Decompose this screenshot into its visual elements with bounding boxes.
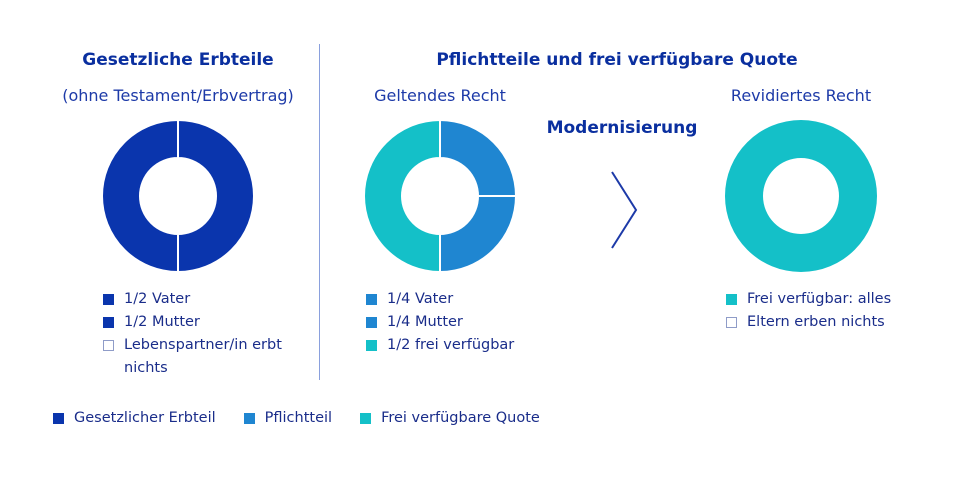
- legend-label: 1/2 Vater: [124, 291, 191, 307]
- teal-swatch: [726, 294, 737, 305]
- legend-item: Lebenspartner/in erbt nichts: [103, 334, 293, 380]
- chevron-right-icon: [611, 171, 638, 249]
- left-title: Gesetzliche Erbteile: [82, 50, 274, 70]
- legend-label: 1/2 frei verfügbar: [387, 337, 515, 353]
- legend-item: 1/2 Vater: [103, 288, 293, 311]
- current-law-label: Geltendes Recht: [374, 86, 506, 105]
- legend-item: Frei verfügbare Quote: [360, 407, 540, 430]
- empty-swatch: [103, 340, 114, 351]
- legend-item: 1/2 Mutter: [103, 311, 293, 334]
- dark-blue-swatch: [103, 317, 114, 328]
- legend-label: 1/4 Mutter: [387, 314, 463, 330]
- legend-label: 1/2 Mutter: [124, 314, 200, 330]
- donut-chart-current-law: [363, 118, 518, 274]
- donut-slice-1: [439, 118, 518, 197]
- right-title: Pflichtteile und frei verfügbare Quote: [436, 50, 798, 70]
- revised-law-label: Revidiertes Recht: [730, 86, 872, 105]
- category-legend: Gesetzlicher Erbteil Pflichtteil Frei ve…: [53, 407, 568, 430]
- empty-swatch: [726, 317, 737, 328]
- mid-blue-swatch: [243, 413, 255, 424]
- mid-blue-swatch: [366, 317, 377, 328]
- legend-item: Gesetzlicher Erbteil: [53, 407, 216, 430]
- legend-item: 1/2 frei verfügbar: [366, 334, 556, 357]
- donut-chart-legal-shares: [101, 118, 255, 274]
- dark-blue-swatch: [53, 413, 64, 424]
- donut-chart-revised-law: [725, 120, 877, 272]
- teal-swatch: [360, 413, 372, 424]
- legend-label: Gesetzlicher Erbteil: [74, 410, 216, 426]
- legend-item: Pflichtteil: [243, 407, 333, 430]
- legend-label: Eltern erben nichts: [747, 314, 885, 330]
- legend-label: 1/4 Vater: [387, 291, 454, 307]
- donut-slice-2: [439, 195, 518, 274]
- left-subtitle: (ohne Testament/Erbvertrag): [62, 86, 294, 105]
- legend-item: Eltern erben nichts: [726, 311, 926, 334]
- donut-slice-1: [177, 118, 255, 274]
- legend-label: Frei verfügbar: alles: [747, 291, 892, 307]
- teal-swatch: [366, 340, 377, 351]
- modernisation-label: Modernisierung: [546, 118, 698, 138]
- legend-label: Frei verfügbare Quote: [381, 410, 540, 426]
- legal-shares-legend: 1/2 Vater 1/2 Mutter Lebenspartner/in er…: [103, 288, 293, 380]
- mid-blue-swatch: [366, 294, 377, 305]
- legend-item: Frei verfügbar: alles: [726, 288, 926, 311]
- donut-slice-1: [725, 120, 877, 272]
- legend-label: Pflichtteil: [264, 410, 333, 426]
- donut-slice-3: [363, 118, 441, 274]
- revised-law-legend: Frei verfügbar: alles Eltern erben nicht…: [726, 288, 926, 334]
- legend-item: 1/4 Mutter: [366, 311, 556, 334]
- section-divider: [319, 44, 320, 380]
- current-law-legend: 1/4 Vater 1/4 Mutter 1/2 frei verfügbar: [366, 288, 556, 357]
- dark-blue-swatch: [103, 294, 114, 305]
- legend-item: 1/4 Vater: [366, 288, 556, 311]
- donut-slice-2: [101, 118, 179, 274]
- legend-label: Lebenspartner/in erbt nichts: [124, 337, 282, 376]
